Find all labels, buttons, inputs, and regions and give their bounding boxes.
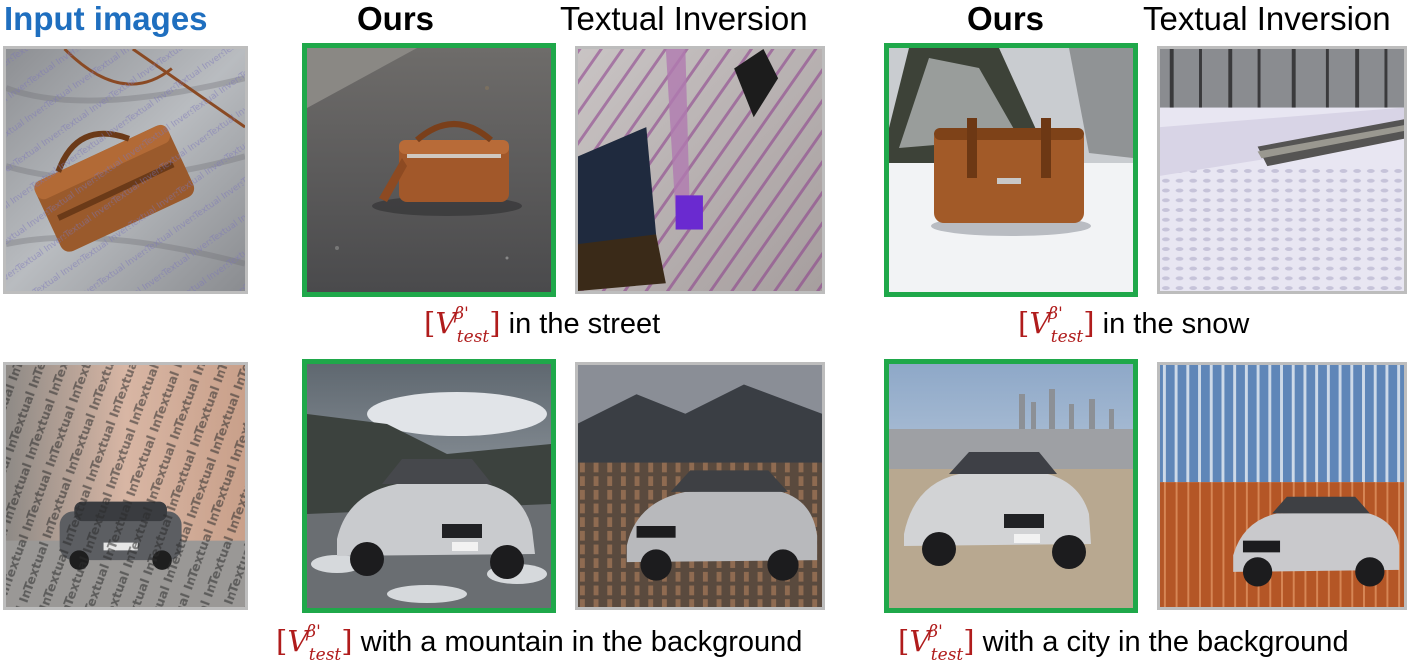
ours-bag-street (302, 43, 556, 297)
ours-bag-snow (884, 43, 1138, 297)
textual-inversion-car-mountain (575, 362, 825, 610)
textual-inversion-bag-street (575, 46, 825, 294)
caption-mountain: [Vβ'test] with a mountain in the backgro… (276, 624, 802, 664)
caption-snow: [Vβ'test] in the snow (1018, 306, 1249, 346)
caption-snow-text: in the snow (1102, 308, 1250, 340)
ours-header-right: Ours (967, 0, 1045, 37)
input-images-header: Input images (4, 0, 208, 37)
token-v-test: [Vβ'test] (1018, 304, 1095, 347)
caption-mountain-text: with a mountain in the background (360, 626, 803, 658)
ours-car-mountain (302, 359, 556, 613)
input-image-car: Textual Inversion (3, 362, 248, 610)
textual-inversion-header-left: Textual Inversion (560, 0, 808, 37)
caption-city-text: with a city in the background (982, 626, 1349, 658)
caption-street: [Vβ'test] in the street (424, 306, 660, 346)
ours-header-left: Ours (357, 0, 435, 37)
ours-car-city (884, 359, 1138, 613)
token-v-test: [Vβ'test] (424, 304, 501, 347)
caption-city: [Vβ'test] with a city in the background (898, 624, 1349, 664)
textual-inversion-bag-snow (1157, 46, 1407, 294)
textual-inversion-header-right: Textual Inversion (1143, 0, 1391, 37)
input-image-bag: Textual Inversion (3, 46, 248, 294)
caption-street-text: in the street (508, 308, 661, 340)
token-v-test: [Vβ'test] (898, 622, 975, 665)
token-v-test: [Vβ'test] (276, 622, 353, 665)
textual-inversion-car-city (1157, 362, 1407, 610)
